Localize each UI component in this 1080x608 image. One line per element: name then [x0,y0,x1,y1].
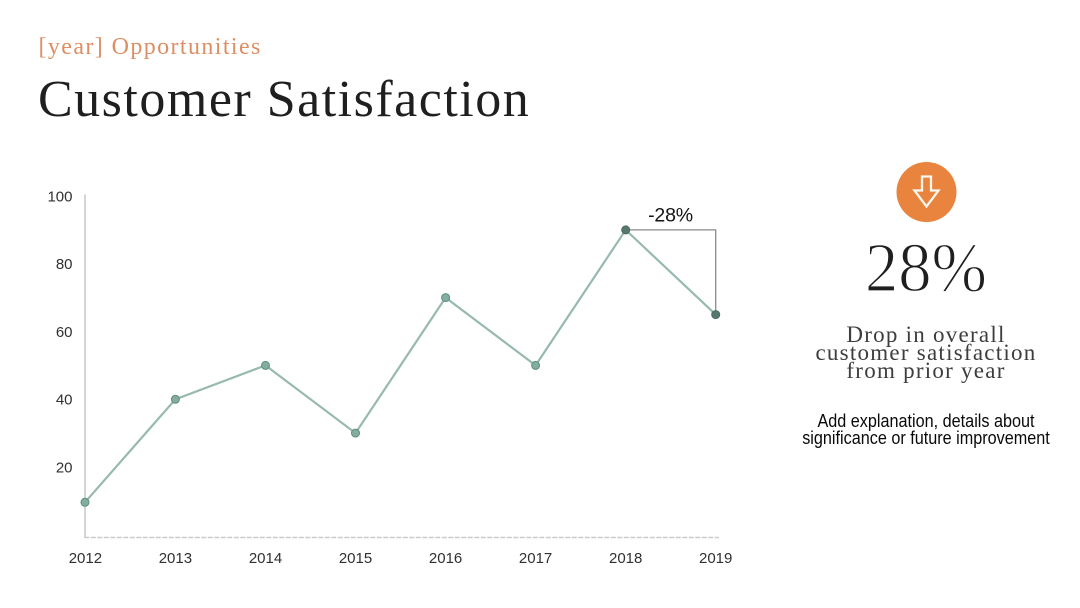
svg-text:-28%: -28% [648,205,693,227]
svg-text:80: 80 [56,256,73,273]
svg-text:100: 100 [47,188,72,205]
svg-text:2017: 2017 [519,550,552,567]
svg-text:2016: 2016 [429,550,462,567]
svg-text:2013: 2013 [159,550,192,567]
svg-text:40: 40 [56,392,73,409]
svg-text:2014: 2014 [249,550,282,567]
svg-text:2018: 2018 [609,550,642,567]
svg-text:2012: 2012 [69,550,102,567]
svg-text:2019: 2019 [699,550,732,567]
svg-text:60: 60 [56,324,73,341]
svg-text:20: 20 [56,459,73,476]
svg-text:2015: 2015 [339,550,372,567]
